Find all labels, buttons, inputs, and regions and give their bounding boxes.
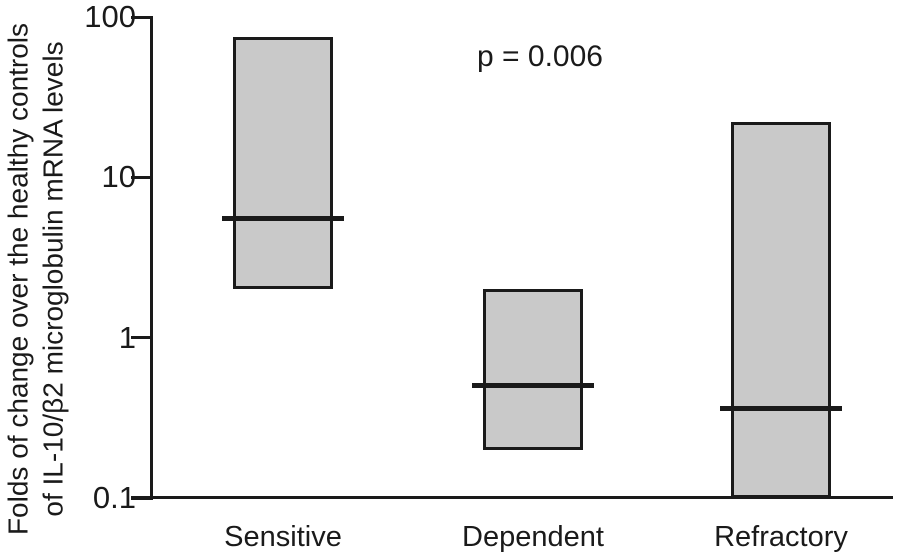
y-tick-mark	[131, 496, 153, 500]
y-tick-mark	[131, 336, 153, 340]
y-tick-label: 100	[84, 0, 136, 34]
range-box-dependent	[483, 289, 583, 450]
range-box-sensitive	[233, 37, 333, 290]
y-axis-label-line-1: Folds of change over the healthy control…	[2, 22, 34, 536]
y-tick-label: 1	[118, 319, 136, 355]
category-label-sensitive: Sensitive	[224, 521, 342, 553]
range-box-refractory	[731, 122, 831, 498]
category-label-dependent: Dependent	[462, 521, 604, 553]
y-tick-label: 0.1	[92, 480, 136, 515]
y-tick-mark	[131, 175, 153, 179]
y-tick-mark	[131, 15, 153, 19]
y-axis-label: Folds of change over the healthy control…	[1, 0, 73, 559]
x-axis-line	[131, 496, 893, 499]
y-axis-label-line-2: of IL-10/β2 microglobulin mRNA levels	[37, 41, 69, 517]
median-line-dependent	[472, 383, 594, 389]
y-axis-line	[150, 16, 153, 499]
median-line-sensitive	[222, 216, 344, 222]
p-value-annotation: p = 0.006	[477, 40, 603, 73]
y-tick-label: 10	[101, 159, 136, 195]
median-line-refractory	[720, 406, 842, 412]
category-label-refractory: Refractory	[714, 521, 848, 553]
